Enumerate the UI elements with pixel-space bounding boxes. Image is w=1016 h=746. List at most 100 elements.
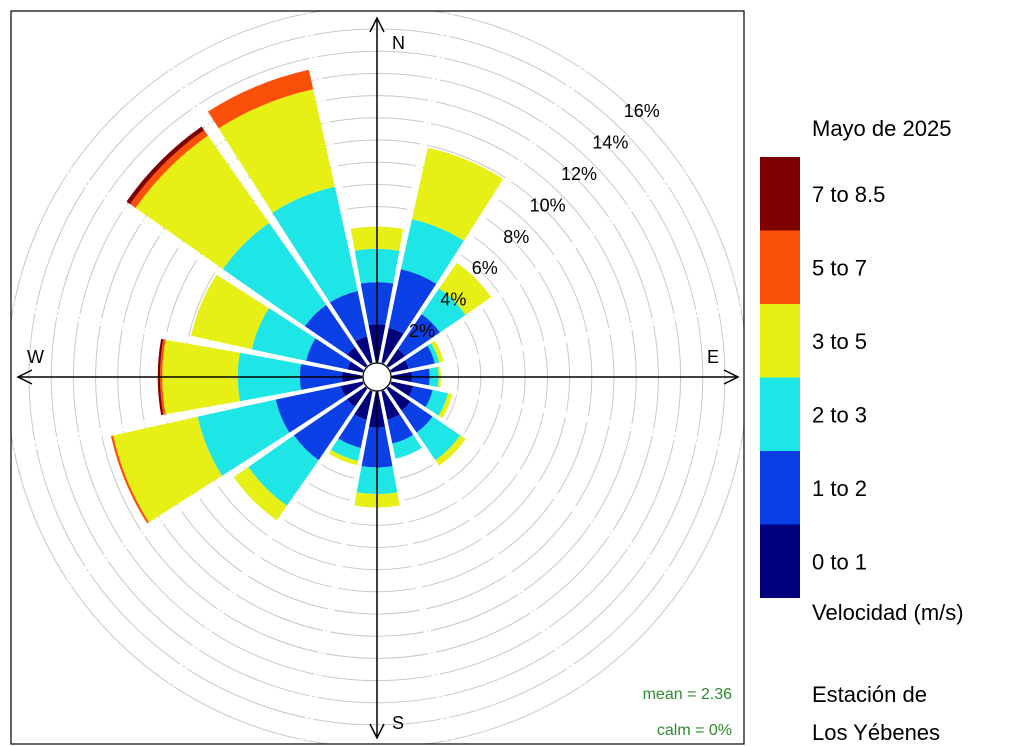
petal-se-bin-3 xyxy=(435,435,466,466)
radial-tick-label-10: 10% xyxy=(530,195,566,215)
petal-nw-bin-3 xyxy=(135,135,270,270)
north-arrow xyxy=(369,16,385,33)
petal-se-bin-2 xyxy=(416,416,461,461)
petal-nnw-bin-3 xyxy=(218,89,335,213)
south-label: S xyxy=(392,713,404,733)
petal-ne-bin-3 xyxy=(439,262,492,315)
legend-swatch-1 xyxy=(760,230,800,304)
petal-gap-14-0 xyxy=(69,167,366,370)
petal-ene-bin-2 xyxy=(427,342,440,365)
petal-sw-bin-1 xyxy=(293,398,356,461)
petal-gap-7-0 xyxy=(383,388,582,688)
petal-wnw-bin-1 xyxy=(306,337,352,371)
petal-wnw-bin-2 xyxy=(251,308,316,362)
legend-entry-0: 7 to 8.5 xyxy=(812,182,885,207)
legend-entry-1: 5 to 7 xyxy=(812,255,867,280)
petal-gap-9-0 xyxy=(300,391,376,740)
petal-ne-bin-0 xyxy=(385,348,406,369)
petal-wsw-bin-4 xyxy=(110,435,150,524)
legend-colorbar: 7 to 8.5 5 to 7 3 to 5 2 to 3 1 to 2 0 to 1 xyxy=(760,157,885,598)
radial-tick-label-12: 12% xyxy=(561,164,597,184)
petal-sw-bin-0 xyxy=(346,385,369,408)
petal-gap-3-0 xyxy=(388,172,688,371)
petal-gap-4-0 xyxy=(391,306,741,376)
petal-gap-15-0 xyxy=(172,66,371,366)
center-hole xyxy=(362,362,392,392)
petal-wsw-bin-1 xyxy=(275,385,346,433)
petal-nne-bin-3 xyxy=(411,147,504,241)
petal-ne-bin-1 xyxy=(397,313,441,357)
petal-wsw-bin-2 xyxy=(197,399,290,476)
north-label: N xyxy=(392,33,405,53)
petal-nnw-bin-2 xyxy=(272,186,358,303)
legend-swatch-3 xyxy=(760,377,800,451)
petal-sse-bin-1 xyxy=(386,413,414,444)
legend: Mayo de 2025 7 to 8.5 5 to 7 3 to 5 2 to 3 1… xyxy=(760,116,964,745)
radial-tick-labels: 2%4% 6%8%10% 12% 14% 16% xyxy=(409,101,660,341)
legend-swatch-5 xyxy=(760,524,800,598)
east-label: E xyxy=(707,347,719,367)
petal-nnw-bin-1 xyxy=(329,290,368,342)
petal-ssw-bin-1 xyxy=(337,413,368,448)
petal-ese-bin-2 xyxy=(425,389,448,417)
petal-nw-bin-1 xyxy=(304,304,356,356)
legend-entry-4: 1 to 2 xyxy=(812,476,867,501)
petal-gap-11-0 xyxy=(66,383,366,582)
petal-w-bin-4 xyxy=(159,339,166,415)
legend-swatch-2 xyxy=(760,304,800,378)
petal-gap-12-0 xyxy=(13,378,363,448)
legend-xlabel: Velocidad (m/s) xyxy=(812,600,964,625)
legend-entry-2: 3 to 5 xyxy=(812,329,867,354)
petal-ese-bin-1 xyxy=(408,385,433,408)
legend-swatch-4 xyxy=(760,451,800,525)
petal-nw-bin-0 xyxy=(346,346,369,369)
west-label: W xyxy=(27,347,44,367)
radial-tick-label-16: 16% xyxy=(624,101,660,121)
radial-tick-label-14: 14% xyxy=(592,133,628,153)
south-arrow xyxy=(369,723,385,740)
petal-gap-1-0 xyxy=(378,14,454,363)
petal-ssw-bin-2 xyxy=(330,438,362,461)
petal-gap-10-0 xyxy=(167,388,370,685)
legend-title: Mayo de 2025 xyxy=(812,116,951,141)
petal-nw-bin-2 xyxy=(222,222,327,327)
petal-se-bin-1 xyxy=(400,400,433,433)
stats-calm: calm = 0% xyxy=(657,722,732,739)
petal-gap-15-1 xyxy=(300,14,376,363)
petal-gap-6-0 xyxy=(388,384,685,587)
west-arrow xyxy=(16,369,33,385)
legend-subtitle-line2: Los Yébenes xyxy=(812,720,940,745)
radial-tick-label-2: 2% xyxy=(409,321,435,341)
petal-w-bin-5 xyxy=(157,338,164,416)
petal-sw-bin-3 xyxy=(233,467,287,521)
radial-tick-label-8: 8% xyxy=(503,227,529,247)
petal-nw-bin-4 xyxy=(130,130,208,208)
stats-mean: mean = 2.36 xyxy=(643,686,733,703)
east-arrow xyxy=(723,369,740,385)
petal-gap-13-0 xyxy=(14,300,363,376)
petal-gap-2-0 xyxy=(384,69,587,366)
petal-nw-bin-5 xyxy=(126,126,205,205)
petal-gap-5-0 xyxy=(391,378,740,454)
radial-tick-label-6: 6% xyxy=(472,258,498,278)
petal-nnw-bin-4 xyxy=(207,69,314,129)
petal-ene-bin-1 xyxy=(404,345,435,370)
legend-entry-5: 0 to 1 xyxy=(812,549,867,574)
petal-ssw-bin-3 xyxy=(328,449,359,466)
petal-ne-bin-2 xyxy=(421,288,466,333)
petal-wnw-bin-3 xyxy=(191,274,269,350)
petal-nne-bin-2 xyxy=(400,219,464,284)
petal-ese-bin-3 xyxy=(438,392,453,419)
legend-swatch-0 xyxy=(760,157,800,231)
petal-nne-bin-1 xyxy=(387,269,437,335)
petal-wsw-bin-3 xyxy=(113,416,223,523)
petal-se-bin-0 xyxy=(385,385,412,412)
legend-entry-3: 2 to 3 xyxy=(812,402,867,427)
legend-subtitle-line1: Estación de xyxy=(812,682,927,707)
petal-sse-bin-2 xyxy=(391,434,423,459)
plot-frame xyxy=(10,10,745,745)
petal-sw-bin-2 xyxy=(248,435,319,506)
petal-ene-bin-3 xyxy=(430,340,444,364)
radial-tick-label-4: 4% xyxy=(440,290,466,310)
